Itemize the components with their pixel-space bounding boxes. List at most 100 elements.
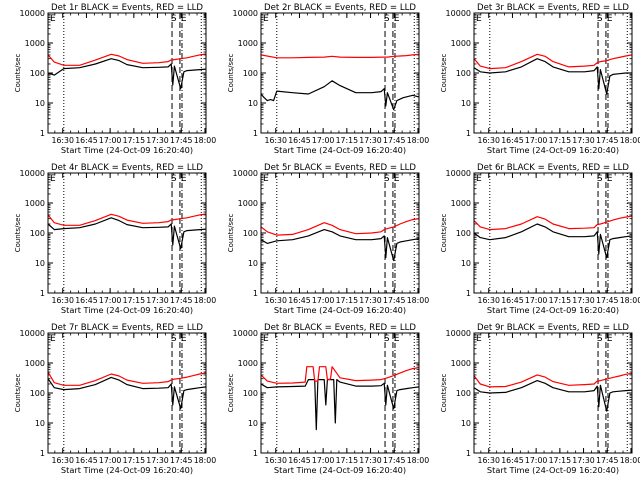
y-tick-label: 10	[248, 99, 258, 108]
x-tick-label: 18:00	[620, 296, 640, 305]
marker-e: E	[607, 14, 613, 24]
lld-series-line	[473, 372, 633, 388]
y-tick-label: 1000	[25, 359, 45, 368]
y-tick-label: 1000	[451, 199, 471, 208]
detector-panel: Det 5r BLACK = Events, RED = LLD 1 10 100 10…	[227, 163, 429, 315]
events-series-line	[473, 379, 633, 412]
events-series-line	[473, 58, 632, 95]
y-tick-label: 10	[35, 259, 45, 268]
y-axis-label: Counts/sec	[440, 54, 448, 93]
marker-e: E	[181, 334, 187, 344]
x-tick-label: 17:00	[99, 296, 122, 305]
x-tick-label: 16:45	[288, 456, 311, 465]
y-tick-label: 1	[466, 129, 471, 138]
y-tick-label: 1000	[451, 359, 471, 368]
y-tick-label: 10000	[20, 9, 45, 18]
marker-e: E	[394, 174, 400, 184]
y-tick-label: 10	[248, 259, 258, 268]
x-tick-label: 16:30	[52, 456, 75, 465]
marker-s: S	[384, 334, 390, 344]
marker-e-left: E	[476, 334, 482, 344]
x-tick-label: 17:15	[549, 136, 572, 145]
x-tick-label: 17:00	[312, 456, 335, 465]
marker-s: S	[171, 174, 177, 184]
detector-panel: Det 8r BLACK = Events, RED = LLD 1 10 100 10…	[227, 323, 429, 475]
events-series-line	[260, 228, 420, 262]
x-tick-label: 16:30	[478, 136, 501, 145]
x-tick-label: 17:15	[123, 296, 146, 305]
lld-series-line	[473, 215, 633, 231]
y-tick-label: 10000	[446, 9, 471, 18]
x-axis-label: Start Time (24-Oct-09 16:20:40)	[61, 305, 193, 315]
plot-frame	[47, 12, 207, 134]
x-tick-label: 18:00	[620, 456, 640, 465]
y-tick-label: 10000	[446, 169, 471, 178]
x-tick-label: 16:45	[75, 136, 98, 145]
y-axis-label: Counts/sec	[14, 214, 22, 253]
y-axis-label: Counts/sec	[440, 374, 448, 413]
y-tick-label: 100	[30, 69, 45, 78]
y-tick-label: 10000	[446, 329, 471, 338]
marker-s: S	[171, 14, 177, 24]
events-series-line	[47, 217, 207, 250]
x-tick-label: 17:00	[312, 296, 335, 305]
x-tick-label: 18:00	[407, 136, 430, 145]
marker-e: E	[607, 334, 613, 344]
events-series-line	[260, 378, 420, 431]
marker-e: E	[607, 174, 613, 184]
lld-series-line	[47, 53, 207, 66]
x-tick-label: 18:00	[407, 456, 430, 465]
y-tick-label: 1	[253, 449, 258, 458]
marker-e-left: E	[263, 174, 269, 184]
x-tick-label: 17:00	[525, 296, 548, 305]
y-tick-label: 10000	[233, 329, 258, 338]
x-tick-label: 17:30	[146, 456, 169, 465]
lld-series-line	[473, 53, 633, 70]
plot-frame	[473, 172, 633, 294]
x-tick-label: 18:00	[194, 296, 217, 305]
marker-e-left: E	[476, 174, 482, 184]
y-tick-label: 1000	[238, 39, 258, 48]
detector-panel: Det 7r BLACK = Events, RED = LLD 1 10 100 10…	[14, 323, 216, 475]
x-tick-label: 17:00	[312, 136, 335, 145]
x-tick-label: 17:45	[170, 136, 193, 145]
x-tick-label: 16:45	[288, 296, 311, 305]
plot-frame	[47, 332, 207, 454]
plot-frame	[473, 12, 633, 134]
plot-frame	[473, 332, 633, 454]
y-axis-label: Counts/sec	[227, 214, 235, 253]
x-axis-label: Start Time (24-Oct-09 16:20:40)	[61, 465, 193, 475]
x-tick-label: 17:15	[123, 136, 146, 145]
y-tick-label: 10	[248, 419, 258, 428]
panel-title: Det 5r BLACK = Events, RED = LLD	[264, 163, 416, 173]
events-series-line	[260, 80, 420, 111]
y-tick-label: 100	[456, 389, 471, 398]
detector-panel: Det 9r BLACK = Events, RED = LLD 1 10 100 10…	[440, 323, 640, 475]
x-tick-label: 17:15	[549, 456, 572, 465]
x-tick-label: 17:30	[572, 456, 595, 465]
y-axis-label: Counts/sec	[14, 374, 22, 413]
x-tick-label: 17:15	[549, 296, 572, 305]
detector-panel: Det 2r BLACK = Events, RED = LLD 1 10 100 10…	[227, 3, 429, 155]
lld-series-line	[260, 366, 420, 384]
x-tick-label: 17:45	[596, 456, 619, 465]
x-tick-label: 16:45	[501, 456, 524, 465]
detector-panel: Det 6r BLACK = Events, RED = LLD 1 10 100 10…	[440, 163, 640, 315]
y-axis-label: Counts/sec	[14, 54, 22, 93]
x-axis-label: Start Time (24-Oct-09 16:20:40)	[274, 305, 406, 315]
panel-title: Det 7r BLACK = Events, RED = LLD	[51, 323, 203, 333]
x-axis-label: Start Time (24-Oct-09 16:20:40)	[487, 305, 619, 315]
y-tick-label: 1	[40, 449, 45, 458]
plot-frame	[47, 172, 207, 294]
marker-e-left: E	[476, 14, 482, 24]
y-tick-label: 1	[466, 289, 471, 298]
lld-series-line	[47, 371, 207, 386]
plot-frame	[260, 172, 420, 294]
y-tick-label: 1	[40, 289, 45, 298]
y-tick-label: 10	[461, 99, 471, 108]
x-tick-label: 16:30	[52, 296, 75, 305]
x-tick-label: 17:30	[359, 296, 382, 305]
x-tick-label: 17:30	[359, 136, 382, 145]
y-tick-label: 1	[253, 129, 258, 138]
